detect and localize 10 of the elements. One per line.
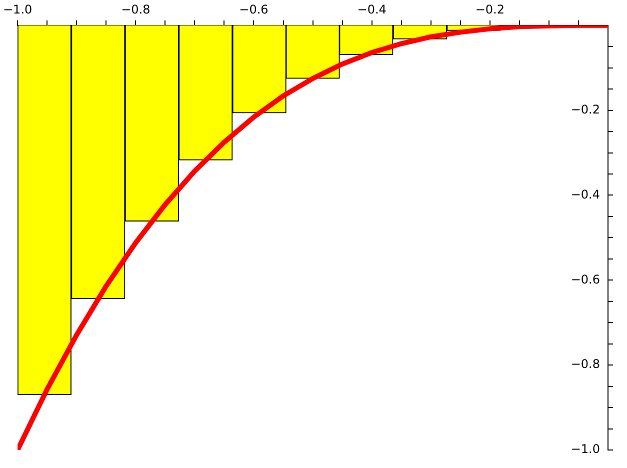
x-tick-label: −1.0 [3, 2, 32, 16]
x-tick-label: −0.4 [357, 2, 386, 16]
x-tick-label: −0.8 [121, 2, 150, 16]
y-tick-label: −0.8 [570, 357, 600, 372]
x-tick-label: −0.2 [475, 2, 504, 16]
y-tick-label: −0.2 [570, 102, 600, 116]
y-tick-label: −0.4 [570, 187, 600, 202]
y-tick-label: −1.0 [570, 442, 600, 456]
y-tick-label: −0.6 [570, 272, 600, 286]
x-tick-label: −0.6 [239, 2, 268, 16]
